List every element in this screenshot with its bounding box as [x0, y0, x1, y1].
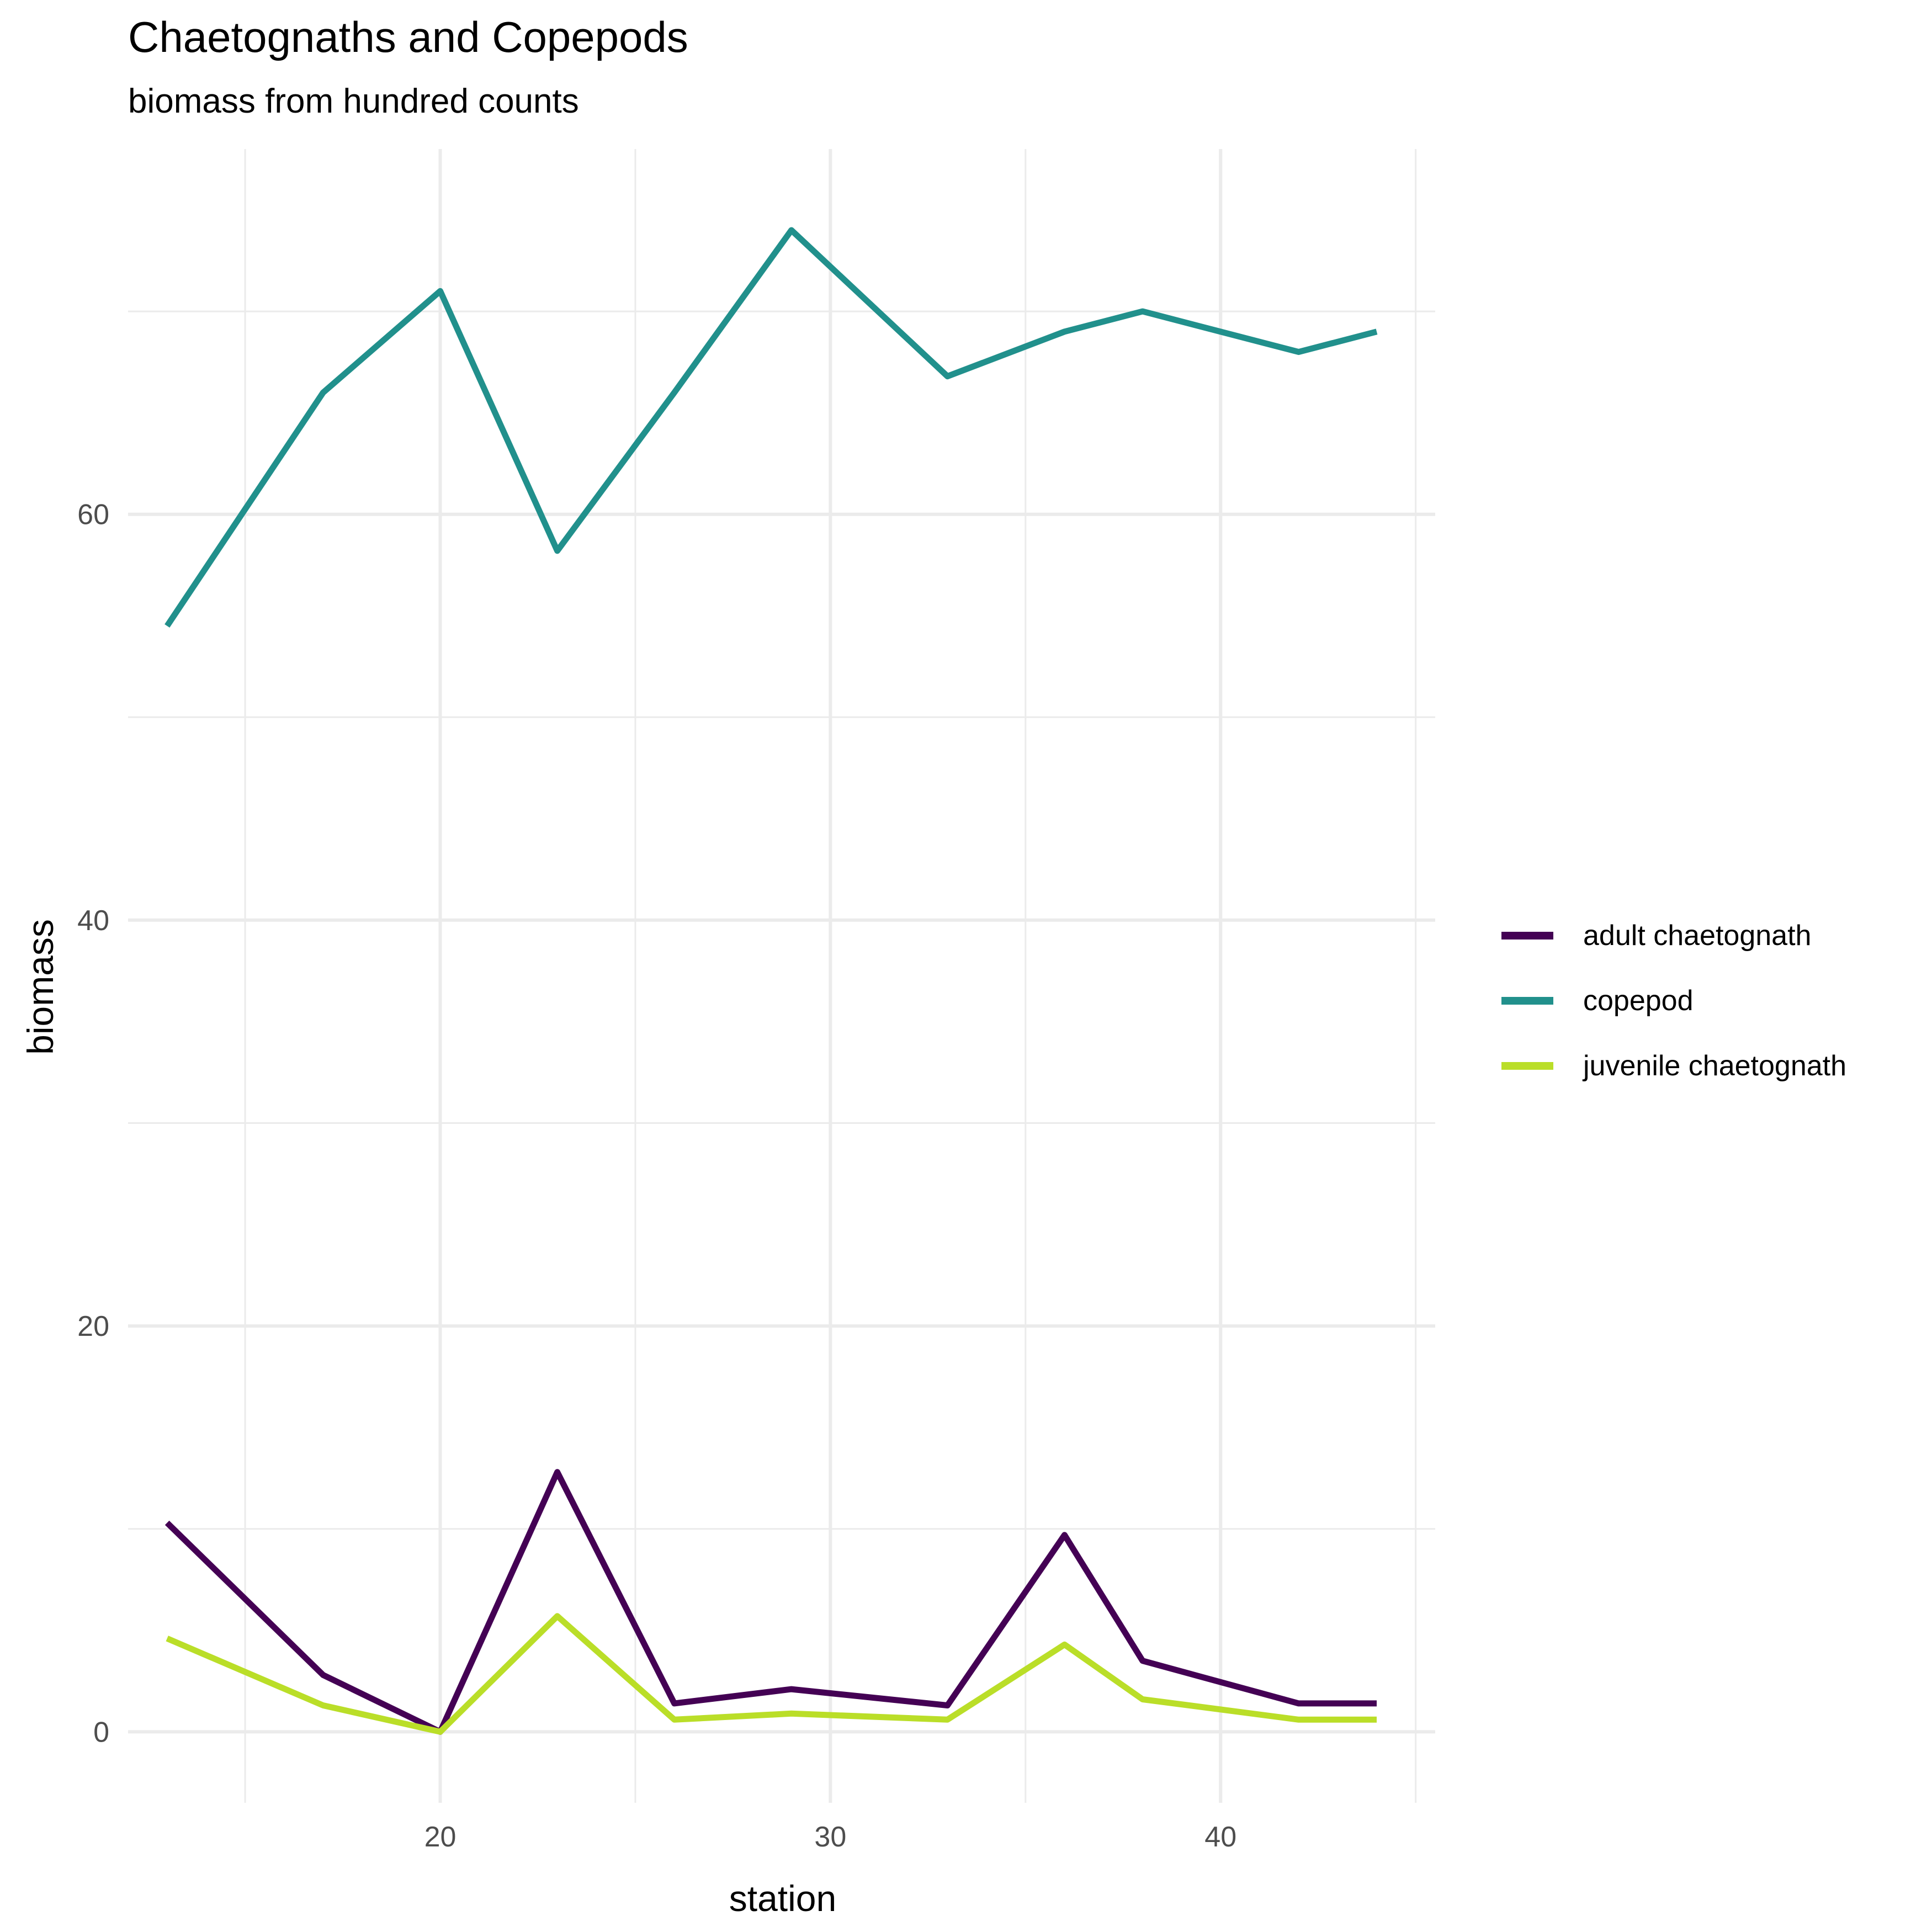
x-axis-ticks: 20 30 40: [424, 1821, 1237, 1853]
series-line-2: [166, 1613, 1377, 1735]
major-gridlines: [128, 149, 1435, 1803]
legend-label: copepod: [1583, 985, 1694, 1017]
series-lines: [164, 227, 1378, 1735]
legend-key-swatch: [1501, 1062, 1553, 1070]
legend-label: adult chaetognath: [1583, 920, 1812, 952]
legend-item: adult chaetognath: [1501, 916, 1921, 960]
series-line-0: [164, 1469, 1377, 1735]
y-tick-label: 20: [77, 1310, 109, 1342]
chart-subtitle: biomass from hundred counts: [128, 82, 579, 120]
legend-item: copepod: [1501, 981, 1921, 1026]
x-tick-label: 20: [424, 1821, 457, 1853]
x-tick-label: 40: [1204, 1821, 1236, 1853]
y-axis-label: biomass: [20, 919, 61, 1055]
legend-key-swatch: [1501, 997, 1553, 1005]
y-tick-label: 40: [77, 905, 109, 937]
y-tick-label: 0: [93, 1716, 109, 1748]
chart-title: Chaetognaths and Copepods: [128, 13, 688, 61]
legend-item: juvenile chaetognath: [1501, 1047, 1921, 1091]
y-axis-ticks: 0 20 40 60: [77, 499, 109, 1749]
legend-key-swatch: [1501, 932, 1553, 940]
x-tick-label: 30: [814, 1821, 846, 1853]
series-line-1: [164, 227, 1378, 628]
y-tick-label: 60: [77, 499, 109, 531]
minor-gridlines: [128, 149, 1435, 1803]
x-axis-label: station: [729, 1878, 836, 1919]
legend-label: juvenile chaetognath: [1583, 1050, 1847, 1082]
